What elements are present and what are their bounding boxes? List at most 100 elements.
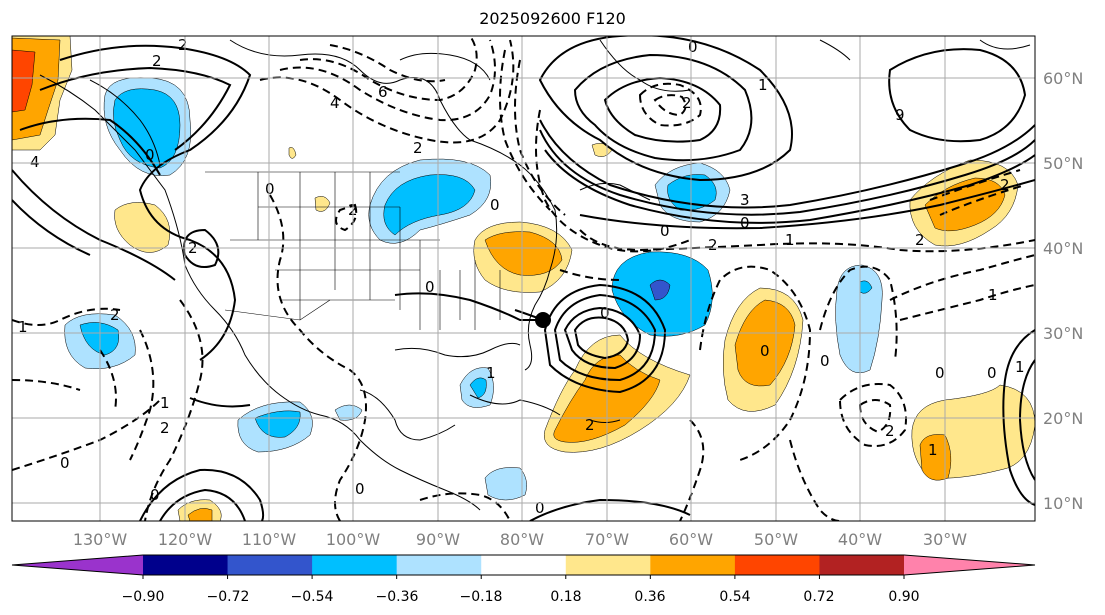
contour-label: 1 bbox=[1015, 358, 1025, 376]
lon-label: 100°W bbox=[326, 530, 381, 549]
colorbar-segment bbox=[312, 555, 398, 575]
contour-label: 0 bbox=[490, 196, 500, 214]
contour-label: 2 bbox=[1000, 176, 1010, 194]
state-borders bbox=[205, 171, 501, 330]
lat-label: 10°N bbox=[1043, 494, 1083, 513]
anomaly-positive bbox=[484, 231, 563, 276]
colorbar-segment bbox=[819, 555, 905, 575]
contour-label: 0 bbox=[987, 364, 997, 382]
colorbar-extend-min bbox=[12, 555, 143, 575]
colorbar-label: 0.90 bbox=[888, 589, 919, 605]
lon-label: 40°W bbox=[838, 530, 882, 549]
colorbar-segment bbox=[481, 555, 567, 575]
contour-label: 4 bbox=[330, 94, 340, 112]
contour-label: 3 bbox=[740, 191, 750, 209]
latitude-labels: 60°N 50°N 40°N 30°N 20°N 10°N bbox=[1043, 69, 1083, 513]
contour-label: 0 bbox=[935, 364, 945, 382]
contour-labels: 2 2 4 0 2 0 6 4 2 0 2 0 9 1 3 0 0 2 1 2 … bbox=[18, 36, 1025, 517]
contours-positive bbox=[12, 36, 1035, 521]
colorbar-segment bbox=[227, 555, 313, 575]
graticule bbox=[12, 36, 1035, 521]
contour-label: 2 bbox=[708, 236, 718, 254]
colorbar-label: 0.18 bbox=[550, 589, 581, 605]
contour-label: 2 bbox=[413, 139, 423, 157]
contour-label: 0 bbox=[145, 146, 155, 164]
lat-label: 20°N bbox=[1043, 409, 1083, 428]
lon-label: 80°W bbox=[500, 530, 544, 549]
colorbar-label: −0.18 bbox=[460, 589, 503, 605]
contour-label: 1 bbox=[758, 76, 768, 94]
coastlines bbox=[39, 39, 1031, 511]
anomaly-positive bbox=[12, 49, 36, 113]
colorbar-label: 0.36 bbox=[634, 589, 665, 605]
map-title: 2025092600 F120 bbox=[479, 9, 626, 28]
anomaly-positive bbox=[187, 508, 213, 521]
contour-label: 0 bbox=[820, 352, 830, 370]
colorbar bbox=[11, 554, 1036, 579]
anomaly-positive bbox=[734, 299, 796, 387]
anomaly-negative bbox=[469, 377, 487, 399]
anomaly-negative bbox=[859, 280, 873, 294]
anomaly-negative bbox=[484, 467, 527, 501]
contour-label: 2 bbox=[915, 231, 925, 249]
colorbar-segment bbox=[650, 555, 736, 575]
contour-label: 1 bbox=[928, 441, 938, 459]
contour-label: 0 bbox=[355, 480, 365, 498]
lon-label: 130°W bbox=[73, 530, 128, 549]
colorbar-label: 0.72 bbox=[803, 589, 834, 605]
anomaly-negative bbox=[254, 410, 301, 438]
colorbar-extend-max bbox=[904, 555, 1035, 575]
colorbar-segment bbox=[143, 555, 229, 575]
lon-label: 120°W bbox=[158, 530, 213, 549]
lat-label: 30°N bbox=[1043, 324, 1083, 343]
lon-label: 90°W bbox=[416, 530, 460, 549]
contour-label: 0 bbox=[660, 222, 670, 240]
contour-label: 1 bbox=[988, 286, 998, 304]
colorbar-segment bbox=[565, 555, 651, 575]
contour-label: 0 bbox=[150, 486, 160, 504]
anomaly-negative bbox=[334, 404, 363, 421]
contour-label: 2 bbox=[160, 419, 170, 437]
lat-label: 60°N bbox=[1043, 69, 1083, 88]
contour-label: 0 bbox=[265, 180, 275, 198]
contour-label: 0 bbox=[740, 214, 750, 232]
contour-label: 2 bbox=[885, 422, 895, 440]
lon-label: 30°W bbox=[923, 530, 967, 549]
contour-label: 2 bbox=[152, 52, 162, 70]
contour-label: 0 bbox=[688, 38, 698, 56]
contour-label: 0 bbox=[535, 499, 545, 517]
lon-label: 60°W bbox=[669, 530, 713, 549]
map-frame bbox=[11, 35, 1036, 522]
contour-label: 1 bbox=[486, 364, 496, 382]
marker-track bbox=[514, 309, 544, 321]
lon-label: 110°W bbox=[242, 530, 297, 549]
contour-label: 4 bbox=[30, 153, 40, 171]
colorbar-label: −0.36 bbox=[376, 589, 419, 605]
anomaly-positive bbox=[288, 147, 297, 159]
contour-label: 1 bbox=[785, 231, 795, 249]
colorbar-label: −0.54 bbox=[291, 589, 334, 605]
contour-label: 0 bbox=[60, 454, 70, 472]
colorbar-label: 0.54 bbox=[719, 589, 750, 605]
anomaly-positive bbox=[919, 434, 952, 481]
contour-label: 1 bbox=[160, 394, 170, 412]
anomaly-negative bbox=[649, 279, 671, 301]
lon-label: 70°W bbox=[585, 530, 629, 549]
anomaly-positive bbox=[314, 196, 331, 212]
shaded-anomalies bbox=[12, 36, 1035, 521]
lat-label: 50°N bbox=[1043, 154, 1083, 173]
lon-label: 50°W bbox=[754, 530, 798, 549]
contour-label: 0 bbox=[760, 342, 770, 360]
colorbar-segment bbox=[396, 555, 482, 575]
contour-label: 0 bbox=[425, 278, 435, 296]
anomaly-negative bbox=[383, 174, 476, 236]
contour-label: 0 bbox=[600, 304, 610, 322]
anomaly-positive bbox=[114, 202, 171, 253]
contour-label: 6 bbox=[378, 83, 388, 101]
contour-label: 9 bbox=[895, 106, 905, 124]
colorbar-label: −0.90 bbox=[122, 589, 165, 605]
contour-label: 2 bbox=[178, 36, 188, 54]
contour-label: 2 bbox=[110, 306, 120, 324]
colorbar-segment bbox=[734, 555, 820, 575]
